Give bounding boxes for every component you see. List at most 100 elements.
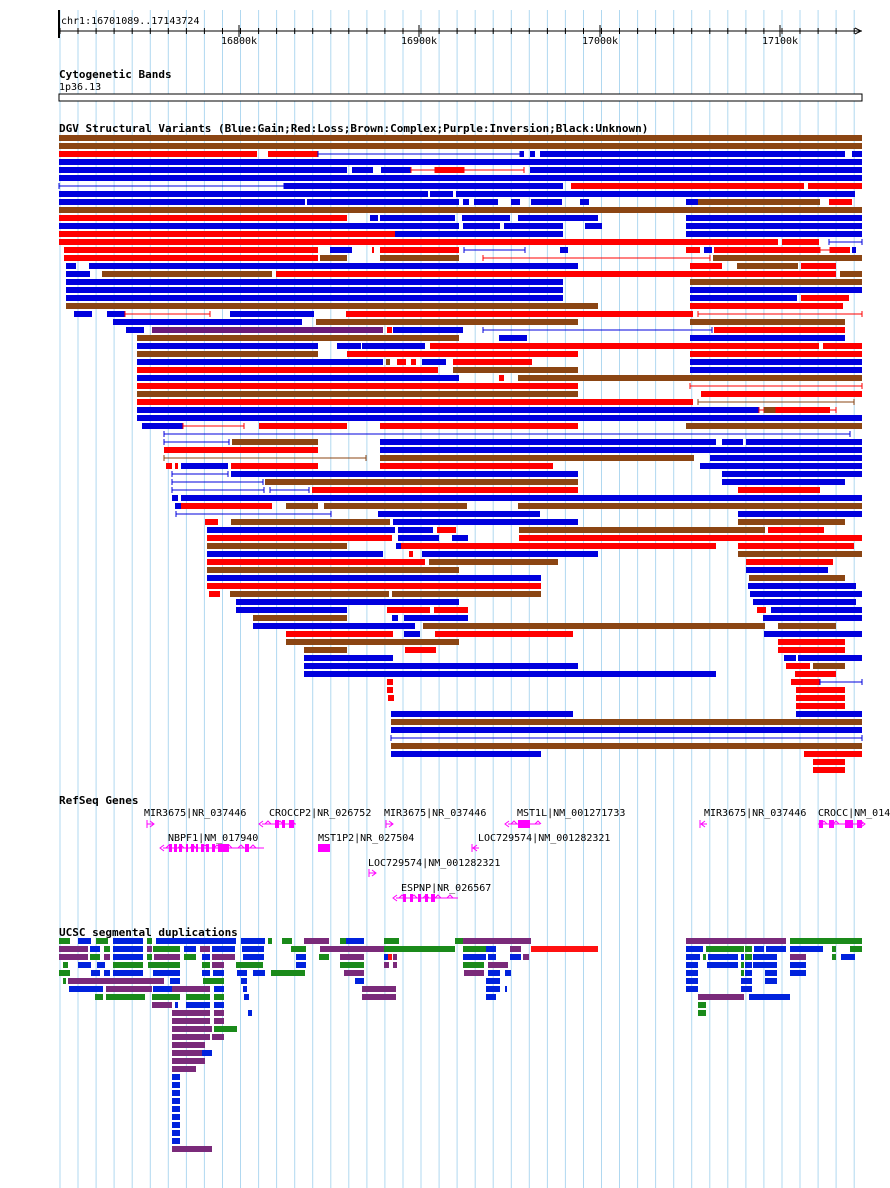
dgv-variant[interactable] [286,639,459,645]
dgv-variant[interactable] [59,239,778,245]
dgv-variant[interactable] [175,503,181,509]
dgv-variant[interactable] [808,183,862,189]
dgv-variant[interactable] [347,351,578,357]
dgv-variant[interactable] [701,391,862,397]
dgv-variant[interactable] [142,423,183,429]
dgv-variant[interactable] [181,463,228,469]
gene-exon[interactable] [201,844,204,852]
segdup-feature[interactable] [186,1002,210,1008]
segdup-feature[interactable] [172,1138,180,1144]
segdup-feature[interactable] [790,954,806,960]
dgv-variant[interactable] [59,199,305,205]
dgv-variant[interactable] [463,199,469,205]
segdup-feature[interactable] [488,954,496,960]
segdup-feature[interactable] [113,938,143,944]
gene-exon[interactable] [179,844,182,852]
dgv-variant[interactable] [504,223,563,229]
dgv-variant[interactable] [738,551,862,557]
dgv-variant[interactable] [166,463,172,469]
segdup-feature[interactable] [384,946,455,952]
dgv-variant[interactable] [304,671,716,677]
dgv-variant[interactable] [137,359,383,365]
dgv-variant[interactable] [304,663,578,669]
dgv-variant[interactable] [152,327,383,333]
segdup-feature[interactable] [90,954,100,960]
dgv-variant[interactable] [531,199,562,205]
dgv-variant[interactable] [64,255,318,261]
segdup-feature[interactable] [832,954,836,960]
segdup-feature[interactable] [78,962,91,968]
segdup-feature[interactable] [106,994,145,1000]
segdup-feature[interactable] [745,962,752,968]
dgv-variant[interactable] [393,519,578,525]
segdup-feature[interactable] [172,1106,180,1112]
dgv-variant[interactable] [430,343,455,349]
segdup-feature[interactable] [104,954,110,960]
dgv-variant[interactable] [763,615,862,621]
gene-exon[interactable] [218,844,229,852]
segdup-feature[interactable] [237,970,247,976]
segdup-feature[interactable] [96,938,108,944]
dgv-variant[interactable] [714,247,820,253]
segdup-feature[interactable] [63,978,66,984]
segdup-feature[interactable] [686,946,703,952]
dgv-variant[interactable] [380,255,459,261]
dgv-variant[interactable] [778,623,836,629]
segdup-feature[interactable] [745,946,752,952]
dgv-variant[interactable] [453,359,532,365]
segdup-feature[interactable] [243,954,264,960]
gene-exon[interactable] [289,820,294,828]
dgv-variant[interactable] [276,271,836,277]
segdup-feature[interactable] [531,946,598,952]
dgv-variant[interactable] [519,535,862,541]
dgv-variant[interactable] [698,199,820,205]
dgv-variant[interactable] [829,199,852,205]
segdup-feature[interactable] [213,970,224,976]
dgv-variant[interactable] [59,207,862,213]
dgv-variant[interactable] [59,175,862,181]
dgv-variant[interactable] [66,271,90,277]
gene-exon[interactable] [410,894,413,902]
dgv-variant[interactable] [404,615,468,621]
segdup-feature[interactable] [703,954,706,960]
dgv-variant[interactable] [392,591,541,597]
segdup-feature[interactable] [172,1122,180,1128]
segdup-feature[interactable] [147,946,152,952]
segdup-feature[interactable] [707,962,738,968]
dgv-variant[interactable] [813,663,845,669]
segdup-feature[interactable] [113,954,143,960]
dgv-variant[interactable] [205,519,218,525]
dgv-variant[interactable] [89,263,578,269]
dgv-variant[interactable] [59,143,862,149]
segdup-feature[interactable] [505,970,511,976]
dgv-variant[interactable] [737,263,798,269]
segdup-feature[interactable] [202,954,210,960]
dgv-variant[interactable] [372,247,374,253]
segdup-feature[interactable] [59,970,70,976]
segdup-feature[interactable] [203,978,224,984]
segdup-feature[interactable] [172,1066,196,1072]
dgv-variant[interactable] [690,263,722,269]
segdup-feature[interactable] [850,946,862,952]
segdup-feature[interactable] [241,938,265,944]
segdup-feature[interactable] [832,946,836,952]
dgv-variant[interactable] [393,327,463,333]
dgv-variant[interactable] [430,191,453,197]
dgv-variant[interactable] [795,671,836,677]
dgv-variant[interactable] [398,535,439,541]
segdup-feature[interactable] [355,978,364,984]
dgv-variant[interactable] [330,247,352,253]
dgv-variant[interactable] [380,439,716,445]
dgv-variant[interactable] [713,255,862,261]
dgv-variant[interactable] [387,679,393,685]
segdup-feature[interactable] [510,946,521,952]
segdup-feature[interactable] [186,994,210,1000]
dgv-variant[interactable] [259,423,347,429]
segdup-feature[interactable] [340,962,364,968]
dgv-variant[interactable] [518,215,598,221]
dgv-variant[interactable] [520,151,524,157]
segdup-feature[interactable] [346,938,364,944]
dgv-variant[interactable] [207,527,395,533]
segdup-feature[interactable] [741,970,744,976]
segdup-feature[interactable] [841,954,855,960]
